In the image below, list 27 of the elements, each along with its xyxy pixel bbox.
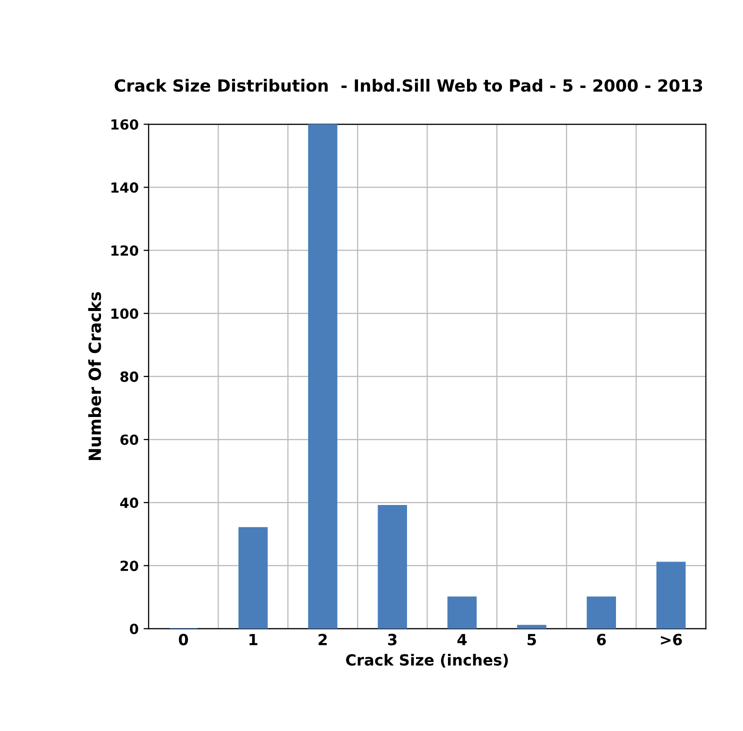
bar <box>447 596 477 629</box>
y-tick-label: 140 <box>111 182 138 193</box>
y-tick-label: 80 <box>120 371 138 382</box>
y-tick-label: 40 <box>120 498 138 508</box>
y-tick-label: 0 <box>130 624 138 634</box>
bar <box>586 596 616 629</box>
y-tick-label: 60 <box>120 434 138 445</box>
y-tick-label: 100 <box>111 308 138 319</box>
bar <box>517 624 546 629</box>
y-tick-label: 160 <box>111 119 138 130</box>
x-tick-label: 4 <box>457 634 467 646</box>
y-tick-label: 20 <box>120 560 138 572</box>
x-tick-label: 2 <box>318 634 327 646</box>
x-tick-label: 6 <box>597 634 606 646</box>
x-tick-label: 5 <box>528 634 536 646</box>
x-tick-label: 3 <box>388 634 396 646</box>
y-tick-label: 120 <box>111 245 138 256</box>
x-tick-label: 1 <box>249 634 258 646</box>
x-tick-label: >6 <box>660 634 682 646</box>
x-tick-label: 0 <box>178 634 188 646</box>
x-axis-title: Crack Size (inches) <box>346 654 508 668</box>
bar <box>656 562 686 629</box>
bar <box>378 505 408 629</box>
bar <box>308 124 338 629</box>
y-axis-title: Number Of Cracks <box>88 292 102 460</box>
bar <box>238 527 268 629</box>
chart-title: Crack Size Distribution - Inbd.Sill Web to Pad - 5 - 2000 - 2013 <box>114 78 702 92</box>
